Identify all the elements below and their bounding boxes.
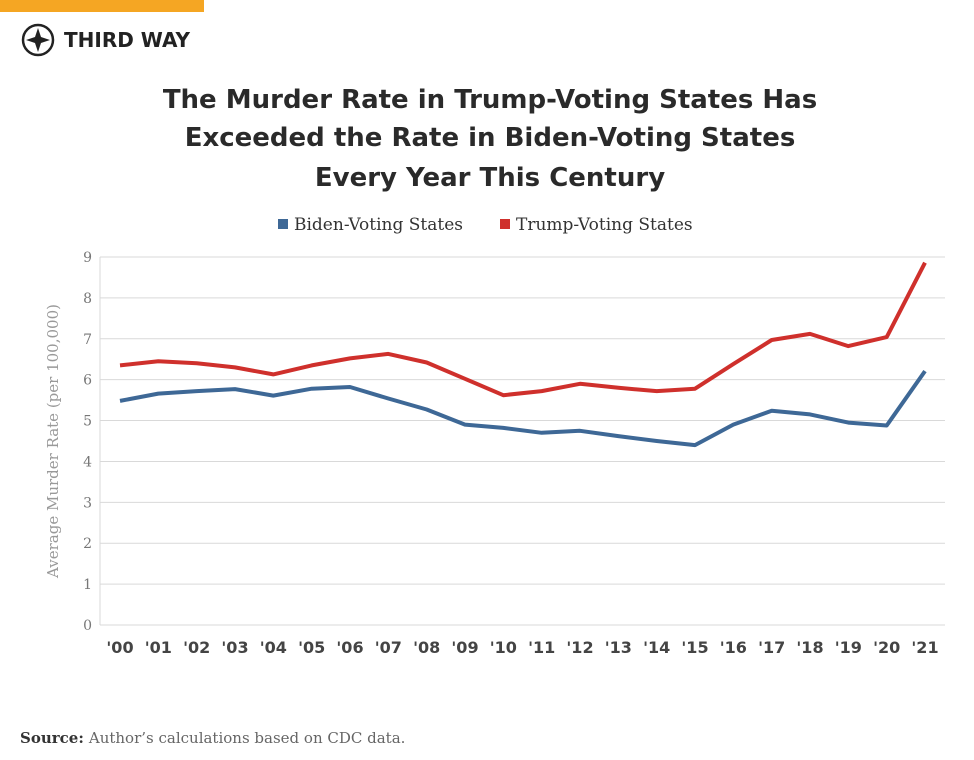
legend-swatch <box>278 219 288 229</box>
y-tick-label: 3 <box>83 495 92 511</box>
x-tick-label: '07 <box>375 638 402 657</box>
y-tick-label: 2 <box>83 536 92 552</box>
brand-bar <box>0 0 204 12</box>
x-tick-label: '08 <box>413 638 440 657</box>
x-tick-label: '13 <box>605 638 632 657</box>
x-tick-label: '12 <box>566 638 593 657</box>
x-tick-label: '18 <box>796 638 823 657</box>
source: Source: Author’s calculations based on CD… <box>20 729 405 747</box>
series-line <box>119 261 927 398</box>
x-tick-label: '05 <box>298 638 325 657</box>
series-line <box>119 369 927 448</box>
legend-swatch <box>500 219 510 229</box>
y-tick-label: 1 <box>83 577 92 593</box>
x-tick-label: '04 <box>260 638 287 657</box>
x-tick-label: '15 <box>681 638 708 657</box>
x-tick-label: '16 <box>720 638 747 657</box>
chart-title: Exceeded the Rate in Biden-Voting States <box>185 123 796 153</box>
y-tick-label: 8 <box>83 291 92 307</box>
x-tick-label: '11 <box>528 638 555 657</box>
legend-label: Biden-Voting States <box>294 215 463 235</box>
x-tick-label: '02 <box>183 638 210 657</box>
x-tick-label: '03 <box>221 638 248 657</box>
source-text: Author’s calculations based on CDC data. <box>88 729 406 747</box>
x-tick-label: '00 <box>106 638 133 657</box>
chart-title: Every Year This Century <box>315 163 665 193</box>
y-tick-label: 5 <box>83 414 92 430</box>
y-axis-label: Average Murder Rate (per 100,000) <box>44 304 62 579</box>
chart-title: The Murder Rate in Trump-Voting States H… <box>163 85 817 115</box>
x-tick-label: '01 <box>145 638 172 657</box>
x-tick-label: '10 <box>490 638 517 657</box>
y-tick-label: 7 <box>83 332 92 348</box>
x-tick-label: '06 <box>336 638 363 657</box>
x-tick-label: '09 <box>451 638 478 657</box>
brand: THIRD WAY <box>64 28 191 52</box>
x-tick-label: '21 <box>911 638 938 657</box>
x-tick-label: '14 <box>643 638 670 657</box>
y-tick-label: 4 <box>83 454 92 470</box>
x-tick-label: '19 <box>835 638 862 657</box>
legend-label: Trump-Voting States <box>516 215 693 235</box>
y-tick-label: 6 <box>83 373 92 389</box>
y-tick-label: 0 <box>83 618 92 634</box>
y-tick-label: 9 <box>83 250 92 266</box>
logo-icon <box>21 23 55 57</box>
source-label: Source: <box>20 729 84 747</box>
x-tick-label: '17 <box>758 638 785 657</box>
x-tick-label: '20 <box>873 638 900 657</box>
